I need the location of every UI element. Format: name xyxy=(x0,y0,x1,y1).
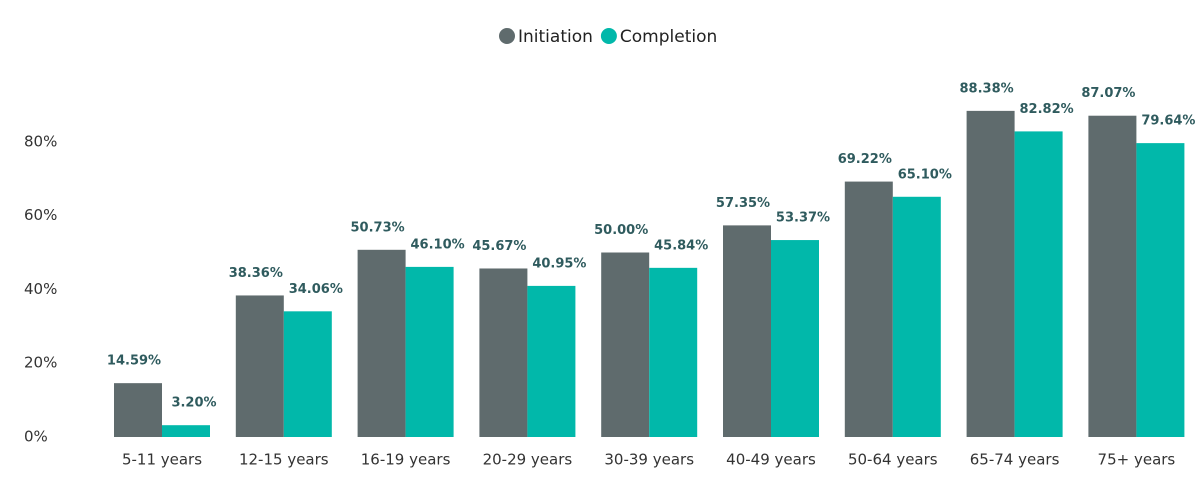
value-label: 34.06% xyxy=(289,282,343,297)
legend-swatch xyxy=(499,28,515,44)
legend-label: Initiation xyxy=(518,27,593,47)
x-tick-label: 40-49 years xyxy=(726,451,816,469)
value-label: 45.67% xyxy=(472,239,526,254)
value-label: 50.73% xyxy=(351,220,405,235)
value-label: 40.95% xyxy=(532,256,586,271)
y-tick-label: 80% xyxy=(24,132,57,150)
bar xyxy=(283,311,332,437)
bar xyxy=(357,249,406,437)
value-label: 69.22% xyxy=(838,152,892,167)
value-label: 57.35% xyxy=(716,196,770,211)
bar xyxy=(405,266,454,437)
value-label: 79.64% xyxy=(1141,114,1195,129)
x-tick-label: 16-19 years xyxy=(361,451,451,469)
bar xyxy=(1136,143,1185,437)
x-tick-label: 20-29 years xyxy=(483,451,573,469)
bar xyxy=(479,268,528,437)
bar xyxy=(844,181,893,437)
value-label: 50.00% xyxy=(594,223,648,238)
y-tick-label: 40% xyxy=(24,280,57,298)
bar xyxy=(771,240,819,437)
value-label: 45.84% xyxy=(654,238,708,253)
bar xyxy=(966,110,1015,437)
x-tick-label: 75+ years xyxy=(1098,451,1176,469)
x-tick-label: 30-39 years xyxy=(604,451,694,469)
bar xyxy=(601,252,650,437)
bar xyxy=(527,285,576,437)
bar xyxy=(235,295,284,437)
value-label: 46.10% xyxy=(411,237,465,252)
legend-swatch xyxy=(600,28,617,44)
x-tick-label: 65-74 years xyxy=(970,451,1060,469)
x-tick-label: 12-15 years xyxy=(239,451,329,469)
value-label: 38.36% xyxy=(229,266,283,281)
bar xyxy=(1088,115,1137,437)
legend-label: Completion xyxy=(620,27,717,47)
value-label: 88.38% xyxy=(960,81,1014,96)
value-label: 65.10% xyxy=(898,167,952,182)
value-label: 87.07% xyxy=(1081,86,1135,101)
y-tick-label: 20% xyxy=(24,354,57,372)
bar xyxy=(649,267,698,437)
x-tick-label: 50-64 years xyxy=(848,451,938,469)
value-label: 3.20% xyxy=(171,396,216,411)
value-label: 53.37% xyxy=(776,211,830,226)
y-tick-label: 60% xyxy=(24,206,57,224)
bar xyxy=(1014,131,1063,437)
value-label: 14.59% xyxy=(107,354,161,369)
y-tick-label: 0% xyxy=(24,428,48,446)
value-label: 82.82% xyxy=(1020,102,1074,117)
bar xyxy=(892,196,941,437)
bar xyxy=(723,225,771,437)
bar xyxy=(162,425,210,437)
x-tick-label: 5-11 years xyxy=(122,451,202,469)
bar xyxy=(114,383,162,437)
